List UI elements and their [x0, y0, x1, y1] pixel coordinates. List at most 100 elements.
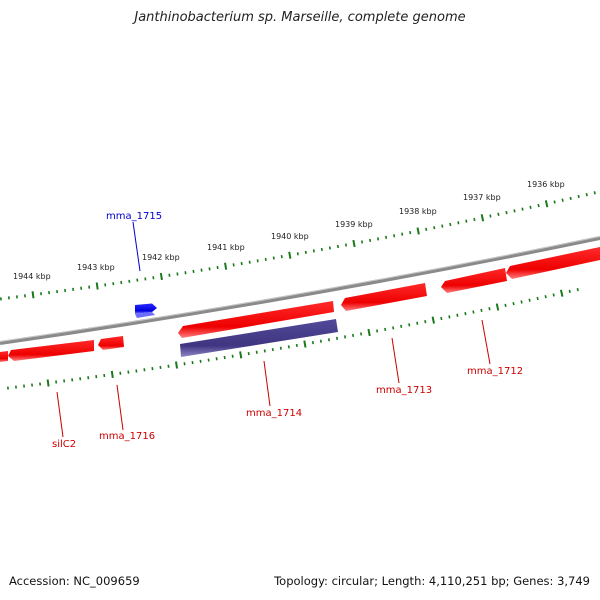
major-tick	[174, 361, 179, 369]
gene-label-mma-1715[interactable]: mma_1715	[106, 211, 162, 222]
major-tick	[367, 328, 371, 337]
minor-tick	[456, 313, 459, 317]
gene-label-mma-1714[interactable]: mma_1714	[246, 408, 302, 419]
leader-mma-1716	[116, 384, 124, 431]
minor-tick	[287, 345, 290, 349]
minor-tick	[336, 244, 340, 249]
minor-tick	[457, 221, 460, 225]
gene-label-mma-1713[interactable]: mma_1713	[376, 385, 432, 396]
gene-mma-1713[interactable]	[341, 283, 427, 311]
minor-tick	[264, 257, 267, 262]
minor-tick	[392, 326, 395, 330]
minor-tick	[248, 260, 251, 264]
minor-tick	[505, 210, 508, 215]
minor-tick	[593, 191, 596, 195]
genome-title: Janthinobacterium sp. Marseille, complet…	[134, 10, 466, 25]
minor-tick	[480, 308, 483, 312]
leader-mma-1714	[263, 360, 271, 407]
gene-mma-1716[interactable]	[98, 336, 124, 350]
gene-left-edge[interactable]	[0, 351, 8, 362]
major-tick	[224, 262, 228, 270]
minor-tick	[561, 198, 564, 202]
scale-label-1941: 1941 kbp	[207, 243, 245, 252]
scale-label-1943: 1943 kbp	[77, 263, 115, 272]
minor-tick	[271, 347, 274, 352]
major-tick	[95, 282, 99, 290]
minor-tick	[360, 332, 363, 336]
major-tick	[303, 340, 307, 348]
minor-tick	[536, 296, 539, 301]
minor-tick	[512, 302, 515, 306]
gene-right-edge[interactable]	[506, 247, 600, 279]
minor-tick	[272, 256, 275, 260]
minor-tick	[537, 203, 540, 208]
leader-silC2	[56, 391, 64, 438]
minor-tick	[385, 235, 388, 239]
minor-tick	[401, 232, 404, 236]
minor-tick	[360, 240, 364, 244]
gene-label-silC2[interactable]: silC2	[52, 439, 76, 450]
minor-tick	[256, 259, 259, 263]
minor-tick	[295, 343, 298, 348]
minor-tick	[319, 339, 323, 343]
major-tick	[480, 214, 485, 222]
minor-tick	[384, 327, 387, 332]
minor-tick	[351, 333, 355, 338]
minor-tick	[424, 320, 427, 324]
major-tick	[239, 351, 243, 359]
minor-tick	[464, 312, 467, 316]
minor-tick	[448, 315, 451, 319]
minor-tick	[296, 252, 299, 256]
minor-tick	[528, 298, 531, 302]
minor-tick	[521, 207, 524, 211]
minor-tick	[568, 289, 571, 294]
minor-tick	[377, 237, 380, 241]
minor-tick	[376, 329, 379, 333]
minor-tick	[576, 287, 579, 292]
major-tick	[495, 303, 500, 311]
major-tick	[544, 200, 549, 208]
gene-mma-1714[interactable]	[180, 319, 338, 357]
scale-label-1936: 1936 kbp	[527, 180, 565, 189]
major-tick	[352, 239, 356, 248]
genome-summary-text: Topology: circular; Length: 4,110,251 bp…	[274, 574, 590, 588]
minor-tick	[577, 194, 580, 199]
gene-mma-1715[interactable]	[135, 303, 157, 315]
gene-mma-1714-red[interactable]	[178, 301, 334, 338]
minor-tick	[368, 238, 372, 243]
minor-tick	[311, 341, 314, 345]
gene-silC2[interactable]	[8, 340, 94, 361]
minor-tick	[473, 217, 476, 222]
leader-mma-1713	[391, 337, 400, 384]
minor-tick	[520, 300, 523, 304]
minor-tick	[247, 351, 250, 356]
minor-tick	[553, 200, 556, 204]
gene-mma-1712[interactable]	[441, 268, 507, 293]
minor-tick	[344, 243, 348, 247]
minor-tick	[529, 205, 532, 209]
minor-tick	[416, 321, 419, 325]
major-tick	[416, 227, 420, 235]
minor-tick	[393, 234, 396, 238]
genome-backbone	[0, 236, 600, 345]
scale-label-1937: 1937 kbp	[463, 193, 501, 202]
minor-tick	[280, 255, 283, 259]
minor-tick	[328, 246, 331, 250]
gene-label-mma-1716[interactable]: mma_1716	[99, 431, 155, 442]
minor-tick	[408, 323, 411, 327]
major-tick	[159, 272, 163, 281]
scale-label-1939: 1939 kbp	[335, 220, 373, 229]
minor-tick	[497, 212, 500, 216]
scale-label-1938: 1938 kbp	[399, 207, 437, 216]
minor-tick	[263, 349, 266, 353]
leader-mma-1712	[481, 319, 491, 365]
minor-tick	[409, 230, 412, 235]
major-tick	[559, 289, 564, 297]
scale-label-1942: 1942 kbp	[142, 253, 180, 262]
gene-label-mma-1712[interactable]: mma_1712	[467, 366, 523, 377]
minor-tick	[513, 209, 516, 213]
minor-tick	[489, 214, 492, 218]
minor-tick	[327, 338, 331, 342]
minor-tick	[400, 324, 403, 328]
major-tick	[288, 251, 292, 259]
